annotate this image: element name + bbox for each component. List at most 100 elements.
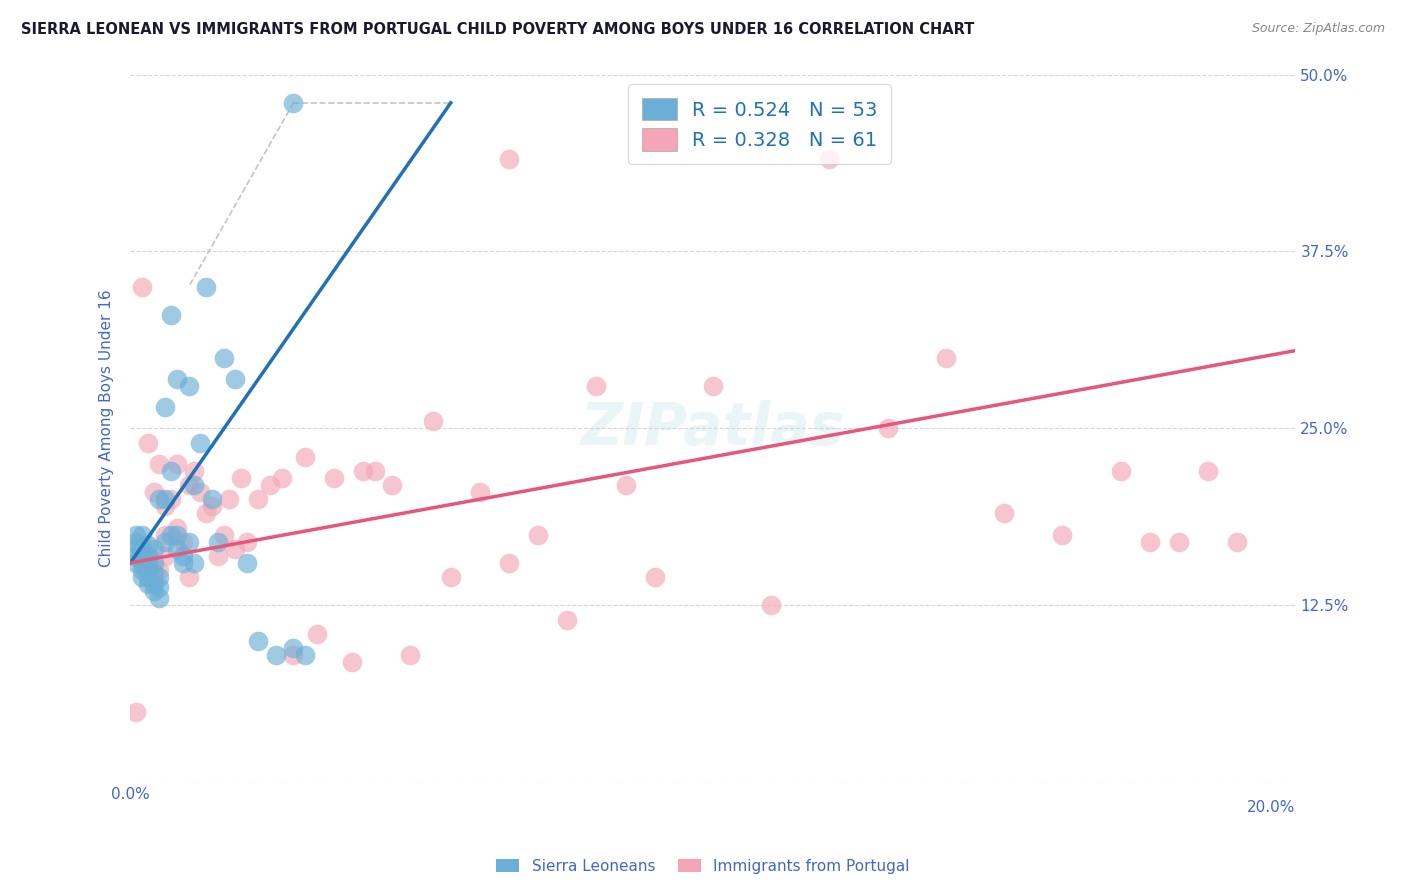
Point bbox=[422, 414, 444, 428]
Legend: R = 0.524   N = 53, R = 0.328   N = 61: R = 0.524 N = 53, R = 0.328 N = 61 bbox=[628, 84, 891, 164]
Point bbox=[125, 527, 148, 541]
Point bbox=[125, 549, 148, 563]
Point bbox=[155, 534, 177, 549]
Point bbox=[195, 507, 218, 521]
Point bbox=[166, 527, 188, 541]
Point bbox=[131, 570, 153, 584]
Point bbox=[264, 648, 287, 662]
Point bbox=[142, 577, 165, 591]
Point bbox=[136, 435, 159, 450]
Point bbox=[142, 556, 165, 570]
Point bbox=[229, 471, 252, 485]
Point bbox=[142, 566, 165, 580]
Text: ZIPatlas: ZIPatlas bbox=[581, 400, 845, 457]
Point bbox=[166, 541, 188, 556]
Point bbox=[131, 556, 153, 570]
Point bbox=[142, 541, 165, 556]
Point bbox=[172, 549, 194, 563]
Point bbox=[207, 534, 229, 549]
Point bbox=[166, 457, 188, 471]
Point bbox=[1197, 464, 1219, 478]
Point bbox=[166, 372, 188, 386]
Point bbox=[224, 541, 246, 556]
Point bbox=[527, 527, 550, 541]
Point bbox=[555, 613, 578, 627]
Point bbox=[498, 556, 520, 570]
Point bbox=[183, 556, 205, 570]
Point bbox=[136, 563, 159, 577]
Point bbox=[340, 655, 363, 669]
Point bbox=[759, 599, 782, 613]
Text: 20.0%: 20.0% bbox=[1247, 800, 1295, 815]
Point bbox=[131, 280, 153, 294]
Point bbox=[166, 520, 188, 534]
Point bbox=[136, 577, 159, 591]
Point bbox=[201, 492, 224, 507]
Point bbox=[323, 471, 346, 485]
Point bbox=[136, 549, 159, 563]
Point bbox=[131, 527, 153, 541]
Point bbox=[142, 584, 165, 599]
Point bbox=[155, 500, 177, 514]
Point bbox=[155, 401, 177, 415]
Point bbox=[131, 541, 153, 556]
Point bbox=[148, 563, 170, 577]
Point bbox=[160, 464, 183, 478]
Point bbox=[993, 507, 1015, 521]
Point bbox=[155, 492, 177, 507]
Point bbox=[218, 492, 240, 507]
Point bbox=[468, 485, 491, 500]
Point bbox=[1168, 534, 1191, 549]
Point bbox=[131, 549, 153, 563]
Point bbox=[155, 549, 177, 563]
Point bbox=[125, 534, 148, 549]
Point bbox=[270, 471, 292, 485]
Point bbox=[212, 527, 235, 541]
Point bbox=[131, 563, 153, 577]
Point bbox=[236, 534, 259, 549]
Point bbox=[1226, 534, 1249, 549]
Point bbox=[614, 478, 637, 492]
Point bbox=[498, 153, 520, 167]
Point bbox=[131, 549, 153, 563]
Point bbox=[259, 478, 281, 492]
Point bbox=[1109, 464, 1132, 478]
Point bbox=[1139, 534, 1161, 549]
Point bbox=[148, 570, 170, 584]
Point bbox=[283, 640, 305, 655]
Point bbox=[644, 570, 666, 584]
Point bbox=[201, 500, 224, 514]
Point bbox=[399, 648, 422, 662]
Point bbox=[195, 280, 218, 294]
Point bbox=[136, 556, 159, 570]
Point bbox=[935, 351, 957, 365]
Point bbox=[1052, 527, 1074, 541]
Point bbox=[876, 421, 898, 435]
Point bbox=[177, 379, 200, 393]
Y-axis label: Child Poverty Among Boys Under 16: Child Poverty Among Boys Under 16 bbox=[100, 290, 114, 567]
Point bbox=[188, 435, 211, 450]
Point bbox=[207, 549, 229, 563]
Point bbox=[142, 485, 165, 500]
Point bbox=[177, 534, 200, 549]
Point bbox=[352, 464, 374, 478]
Point bbox=[136, 537, 159, 551]
Point bbox=[224, 372, 246, 386]
Text: Source: ZipAtlas.com: Source: ZipAtlas.com bbox=[1251, 22, 1385, 36]
Point bbox=[283, 95, 305, 110]
Point bbox=[305, 626, 328, 640]
Text: SIERRA LEONEAN VS IMMIGRANTS FROM PORTUGAL CHILD POVERTY AMONG BOYS UNDER 16 COR: SIERRA LEONEAN VS IMMIGRANTS FROM PORTUG… bbox=[21, 22, 974, 37]
Point bbox=[155, 527, 177, 541]
Point bbox=[212, 351, 235, 365]
Point bbox=[177, 570, 200, 584]
Point bbox=[702, 379, 724, 393]
Point bbox=[148, 492, 170, 507]
Point bbox=[440, 570, 463, 584]
Legend: Sierra Leoneans, Immigrants from Portugal: Sierra Leoneans, Immigrants from Portuga… bbox=[491, 853, 915, 880]
Point bbox=[381, 478, 404, 492]
Point bbox=[188, 485, 211, 500]
Point bbox=[364, 464, 387, 478]
Point bbox=[148, 580, 170, 594]
Point bbox=[177, 478, 200, 492]
Point bbox=[247, 633, 270, 648]
